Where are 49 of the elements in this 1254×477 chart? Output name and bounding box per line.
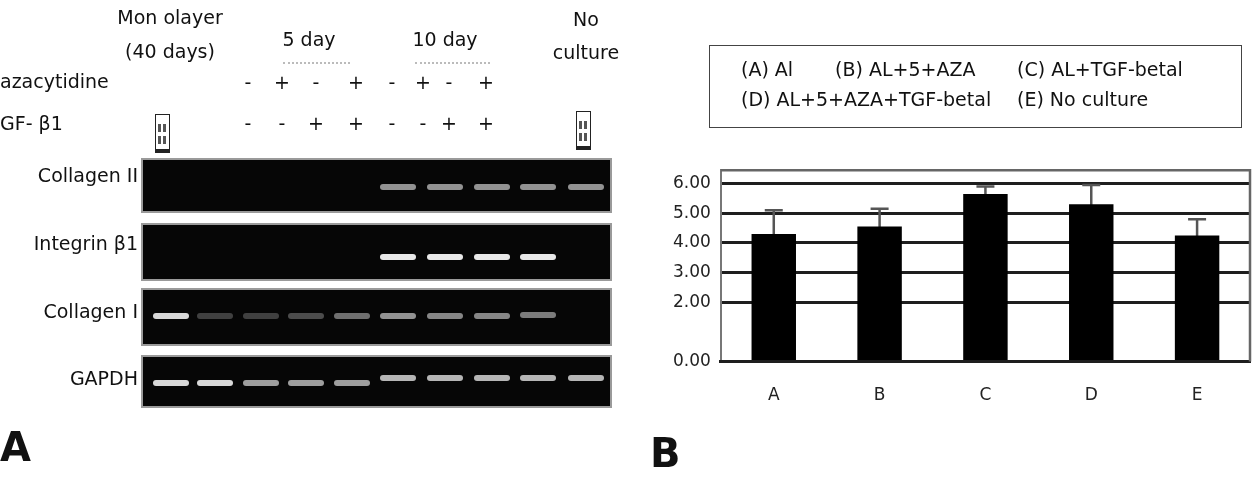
y-tick-label: 0.00 <box>672 350 711 371</box>
text: 5 day <box>282 28 336 51</box>
text: + <box>478 71 494 94</box>
text: - <box>388 71 396 94</box>
text: B <box>650 430 681 476</box>
text: - <box>278 112 286 135</box>
bar <box>1069 204 1114 361</box>
text: - <box>244 112 252 135</box>
text: + <box>478 112 494 135</box>
x-tick-label: B <box>873 384 886 405</box>
text: 10 day <box>412 28 478 51</box>
text: azacytidine <box>0 70 109 93</box>
text: + <box>308 112 324 135</box>
y-tick-label: 5.00 <box>672 201 711 222</box>
text: No culture <box>551 7 621 65</box>
text: - <box>445 71 453 94</box>
text: (B) AL+5+AZA <box>835 58 976 81</box>
y-tick-label: 4.00 <box>672 231 711 252</box>
text: GF- β1 <box>0 112 63 135</box>
text: + <box>415 71 431 94</box>
text: - <box>244 71 252 94</box>
bar <box>1174 235 1220 361</box>
x-tick-label: E <box>1191 384 1203 405</box>
text: (D) AL+5+AZA+TGF-betal <box>741 88 992 111</box>
y-tick-label: 2.00 <box>672 290 711 311</box>
bar <box>751 234 796 361</box>
text: - <box>419 112 427 135</box>
text: + <box>274 71 290 94</box>
text: + <box>348 71 364 94</box>
text: (A) Al <box>741 58 794 81</box>
text: Integrin β1 <box>33 232 138 255</box>
text: - <box>388 112 396 135</box>
text: - <box>312 71 320 94</box>
text: (C) AL+TGF-betal <box>1017 58 1183 81</box>
text: + <box>441 112 457 135</box>
bar <box>857 226 902 361</box>
x-tick-label: C <box>979 384 992 405</box>
x-tick-label: A <box>767 384 780 405</box>
text: (E) No culture <box>1017 88 1149 111</box>
y-tick-label: 3.00 <box>672 261 711 281</box>
text: Mon olayer (40 days) <box>116 5 224 64</box>
text: Collagen II <box>37 164 138 187</box>
text: + <box>348 112 364 135</box>
bar <box>963 193 1008 361</box>
text: Collagen I <box>43 300 138 323</box>
text: A <box>0 424 31 470</box>
y-tick-label: 6.00 <box>672 171 711 192</box>
x-tick-label: D <box>1084 384 1098 405</box>
text: GAPDH <box>69 367 138 390</box>
